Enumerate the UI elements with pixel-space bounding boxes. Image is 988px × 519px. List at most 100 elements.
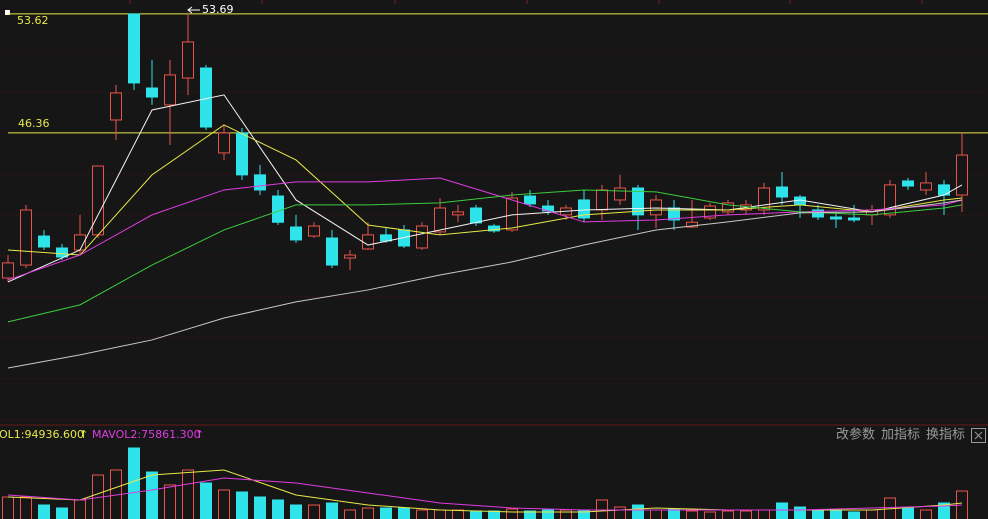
volume-bar xyxy=(416,509,428,519)
candle-body xyxy=(434,207,446,233)
candle-body xyxy=(578,199,590,219)
candle-body xyxy=(56,247,68,258)
candle-body xyxy=(524,195,536,205)
volume-average xyxy=(7,469,963,513)
volume-bar xyxy=(380,507,392,519)
volume-bar xyxy=(218,489,230,519)
high-arrow-head xyxy=(187,6,193,14)
volume-bar xyxy=(632,504,644,519)
candle-body xyxy=(236,132,248,176)
volume-label: MAVOL2:75861.300 xyxy=(92,428,201,441)
volume-bar xyxy=(2,496,14,519)
volume-bar xyxy=(848,511,860,519)
volume-bar xyxy=(344,509,356,519)
candle-body xyxy=(632,187,644,216)
candle-body xyxy=(722,202,734,213)
volume-bar xyxy=(812,510,824,519)
candle-body xyxy=(938,184,950,196)
volume-bar xyxy=(470,510,482,519)
candle-body xyxy=(758,187,770,211)
volume-bar xyxy=(542,509,554,519)
toolbar-button[interactable]: 加指标 xyxy=(881,428,920,443)
volume-bar xyxy=(506,508,518,519)
candle-body xyxy=(38,235,50,248)
volume-bar xyxy=(20,496,32,519)
volume-bar xyxy=(776,502,788,519)
volume-bar xyxy=(308,504,320,519)
candle-body xyxy=(254,174,266,191)
volume-bar xyxy=(758,509,770,519)
candle-body xyxy=(848,217,860,221)
candle-body xyxy=(416,225,428,249)
candle-body xyxy=(902,180,914,187)
moving-average xyxy=(7,199,963,369)
candle-body xyxy=(470,207,482,224)
candle-body xyxy=(164,74,176,106)
candle-body xyxy=(218,132,230,154)
volume-bar xyxy=(362,507,374,519)
candle-body xyxy=(362,234,374,250)
toolbar-button[interactable]: 换指标 xyxy=(926,428,965,443)
candle-body xyxy=(20,209,32,266)
close-button[interactable] xyxy=(971,428,986,443)
volume-label: OL1:94936.600 xyxy=(0,428,84,441)
high-label: 53.69 xyxy=(202,3,234,16)
volume-arrow: ↑ xyxy=(79,428,88,441)
volume-bar xyxy=(704,511,716,519)
candle-body xyxy=(146,87,158,98)
volume-bar xyxy=(794,506,806,519)
candle-body xyxy=(812,209,824,218)
candle-body xyxy=(686,221,698,228)
volume-bar xyxy=(686,510,698,519)
candle-body xyxy=(830,216,842,220)
volume-bar xyxy=(740,510,752,519)
volume-bar xyxy=(830,510,842,519)
volume-bar xyxy=(578,510,590,519)
volume-bar xyxy=(398,507,410,519)
volume-bar xyxy=(74,499,86,519)
volume-average xyxy=(7,477,963,511)
volume-bar xyxy=(866,509,878,519)
candle-body xyxy=(704,205,716,219)
candle-body xyxy=(884,184,896,216)
candle-body xyxy=(326,237,338,266)
moving-average xyxy=(7,177,963,281)
volume-bar xyxy=(650,509,662,519)
volume-bar xyxy=(920,509,932,519)
volume-bar xyxy=(614,506,626,519)
candle-body xyxy=(344,254,356,259)
candle-body xyxy=(776,186,788,198)
candle-body xyxy=(452,211,464,216)
candle-body xyxy=(488,225,500,232)
volume-bar xyxy=(56,507,68,519)
candle-body xyxy=(920,182,932,191)
top-ticks xyxy=(129,0,923,4)
candle-body xyxy=(614,187,626,201)
moving-average xyxy=(7,94,963,283)
volume-bar xyxy=(254,496,266,519)
volume-bar xyxy=(146,471,158,519)
candle-body xyxy=(2,262,14,279)
volume-bar xyxy=(128,447,140,519)
volume-bar xyxy=(182,469,194,519)
volume-bar xyxy=(272,499,284,519)
candle-body xyxy=(110,92,122,121)
volume-bar xyxy=(560,509,572,519)
candle-body xyxy=(506,197,518,231)
volume-bar xyxy=(902,507,914,519)
toolbar-button[interactable]: 改参数 xyxy=(836,427,875,443)
candle-body xyxy=(650,199,662,216)
candle-body xyxy=(308,225,320,237)
price-mark-label: 46.36 xyxy=(18,117,50,130)
price-mark-label: 53.62 xyxy=(17,14,49,27)
volume-bar xyxy=(236,491,248,519)
volume-bar xyxy=(200,482,212,519)
candle-body xyxy=(596,189,608,211)
volume-bar xyxy=(452,509,464,519)
volume-bar xyxy=(488,510,500,519)
moving-average xyxy=(7,124,963,256)
volume-bar xyxy=(38,504,50,519)
volume-bar xyxy=(434,509,446,519)
candle-body xyxy=(128,13,140,84)
